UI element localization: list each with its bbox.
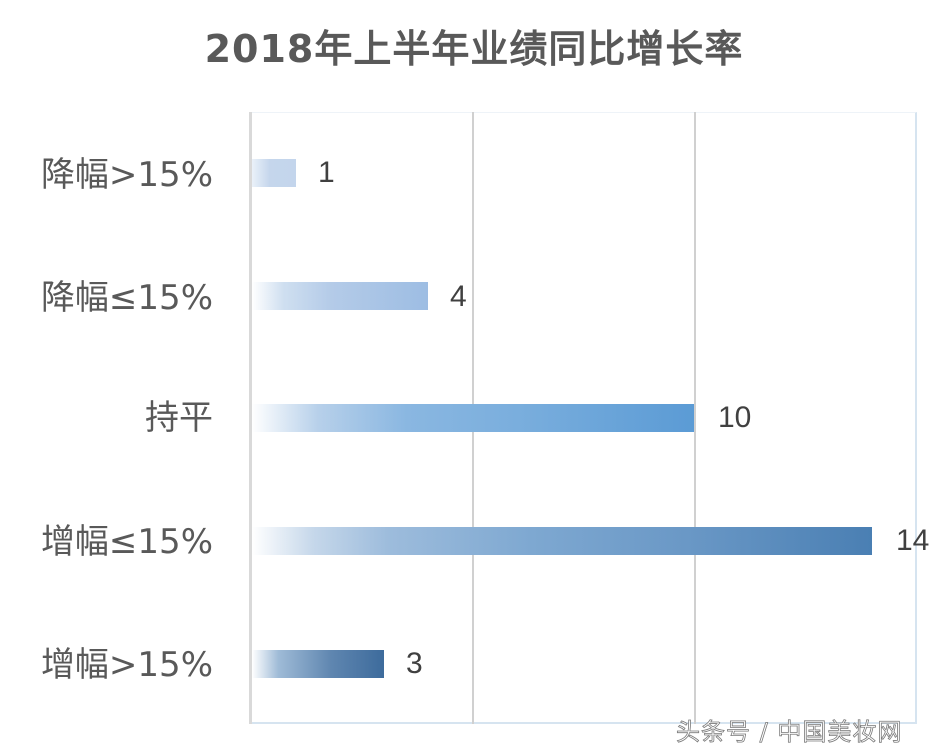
category-label: 降幅≤15% — [40, 278, 213, 318]
bar-increase-within-15 — [252, 527, 872, 555]
category-label: 降幅>15% — [40, 155, 213, 195]
bar-decrease-over-15 — [252, 159, 296, 187]
data-label: 1 — [318, 156, 335, 189]
data-label: 3 — [406, 647, 423, 680]
watermark: 头条号 / 中国美妆网 — [676, 718, 903, 747]
category-label: 增幅≤15% — [40, 522, 213, 562]
data-label: 14 — [896, 524, 930, 557]
bar-decrease-within-15 — [252, 282, 428, 310]
data-label: 10 — [718, 401, 752, 434]
bar-increase-over-15 — [252, 650, 384, 678]
chart-title: 2018年上半年业绩同比增长率 — [204, 27, 744, 71]
gridline-10 — [694, 112, 696, 724]
bar-flat — [252, 404, 694, 432]
category-label: 增幅>15% — [40, 645, 213, 685]
category-axis — [249, 112, 252, 724]
data-label: 4 — [450, 280, 467, 313]
plot-area: 1 4 10 14 3 — [249, 112, 929, 724]
plot-frame — [252, 112, 917, 724]
category-label: 持平 — [145, 398, 213, 438]
